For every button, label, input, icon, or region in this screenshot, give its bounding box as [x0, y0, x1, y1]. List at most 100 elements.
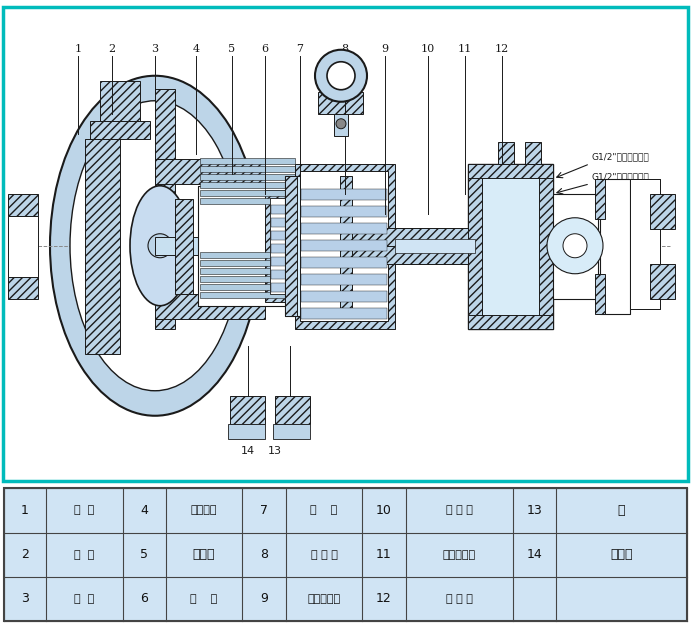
- Bar: [318, 92, 363, 114]
- Text: 泵  体: 泵 体: [75, 506, 95, 516]
- Bar: [630, 179, 660, 309]
- Text: 外磁钗总成: 外磁钗总成: [307, 594, 341, 604]
- Text: 7: 7: [260, 504, 268, 517]
- Bar: [350, 228, 475, 246]
- Text: 6: 6: [140, 592, 149, 606]
- Bar: [200, 292, 295, 297]
- Text: 轴 承 体: 轴 承 体: [310, 550, 337, 560]
- Bar: [200, 174, 295, 180]
- Bar: [350, 246, 475, 264]
- Bar: [468, 164, 553, 329]
- Bar: [8, 194, 38, 216]
- Text: 冷 却 筱: 冷 却 筱: [446, 594, 473, 604]
- Text: G1/2"冷却出水接管: G1/2"冷却出水接管: [592, 152, 650, 162]
- Bar: [198, 186, 298, 306]
- Bar: [200, 198, 295, 204]
- Bar: [285, 176, 297, 316]
- Text: 内磁钗总成: 内磁钗总成: [443, 550, 476, 560]
- Text: 1: 1: [75, 44, 82, 54]
- Bar: [8, 277, 38, 299]
- Text: 联接架: 联接架: [610, 548, 633, 561]
- Bar: [553, 194, 598, 299]
- Bar: [525, 142, 541, 164]
- Bar: [200, 252, 295, 258]
- Bar: [630, 179, 660, 309]
- Bar: [553, 194, 598, 299]
- Bar: [395, 239, 475, 252]
- Bar: [273, 424, 310, 439]
- Bar: [301, 240, 387, 251]
- Bar: [230, 396, 265, 424]
- Bar: [539, 164, 553, 329]
- Bar: [90, 121, 150, 139]
- Text: 4: 4: [192, 44, 200, 54]
- Bar: [600, 179, 630, 314]
- Text: 12: 12: [495, 44, 509, 54]
- Bar: [155, 89, 175, 159]
- Bar: [271, 231, 313, 240]
- Text: 8: 8: [341, 44, 348, 54]
- Bar: [650, 264, 675, 299]
- Bar: [200, 190, 295, 196]
- Bar: [100, 81, 140, 121]
- Text: 5: 5: [229, 44, 236, 54]
- Bar: [271, 244, 313, 252]
- Text: 7: 7: [296, 44, 303, 54]
- Bar: [301, 291, 387, 302]
- Ellipse shape: [70, 101, 240, 391]
- Bar: [301, 274, 387, 285]
- Bar: [228, 424, 265, 439]
- Text: 止推环: 止推环: [193, 548, 216, 561]
- Text: 11: 11: [376, 548, 392, 561]
- Text: 后密封环: 后密封环: [191, 506, 217, 516]
- Bar: [200, 276, 295, 282]
- Ellipse shape: [563, 234, 587, 258]
- Bar: [468, 164, 553, 329]
- Text: 静  环: 静 环: [75, 550, 95, 560]
- Bar: [271, 270, 313, 279]
- Text: 3: 3: [21, 592, 29, 606]
- Text: 12: 12: [376, 592, 392, 606]
- Text: 轴    套: 轴 套: [310, 506, 338, 516]
- Text: 14: 14: [527, 548, 542, 561]
- Ellipse shape: [327, 62, 355, 90]
- Text: 10: 10: [421, 44, 435, 54]
- Text: 轴: 轴: [618, 504, 625, 517]
- Text: 13: 13: [527, 504, 542, 517]
- Bar: [595, 179, 605, 219]
- Bar: [200, 182, 295, 188]
- Text: 叶  轮: 叶 轮: [75, 594, 95, 604]
- Ellipse shape: [50, 76, 260, 416]
- Text: 9: 9: [260, 592, 268, 606]
- Bar: [198, 186, 298, 306]
- Text: 隔 离 套: 隔 离 套: [446, 506, 473, 516]
- Bar: [468, 164, 482, 329]
- Bar: [175, 199, 193, 294]
- Text: 2: 2: [108, 44, 115, 54]
- Bar: [301, 206, 387, 217]
- Text: 轴    承: 轴 承: [191, 594, 218, 604]
- Bar: [301, 308, 387, 319]
- Text: 11: 11: [458, 44, 472, 54]
- Ellipse shape: [336, 119, 346, 129]
- Bar: [271, 257, 313, 266]
- Bar: [468, 315, 553, 329]
- Text: 6: 6: [261, 44, 269, 54]
- Bar: [85, 139, 120, 354]
- Ellipse shape: [315, 50, 367, 102]
- Text: 8: 8: [260, 548, 268, 561]
- Bar: [275, 396, 310, 424]
- Text: 5: 5: [140, 548, 149, 561]
- Bar: [600, 179, 630, 314]
- Bar: [200, 268, 295, 274]
- Bar: [340, 176, 352, 316]
- Bar: [155, 159, 265, 184]
- Bar: [200, 158, 295, 164]
- Bar: [200, 260, 295, 266]
- Bar: [295, 164, 395, 329]
- Bar: [350, 228, 475, 264]
- Bar: [200, 166, 295, 172]
- Text: 13: 13: [268, 446, 282, 456]
- Bar: [155, 294, 265, 319]
- Bar: [271, 282, 313, 292]
